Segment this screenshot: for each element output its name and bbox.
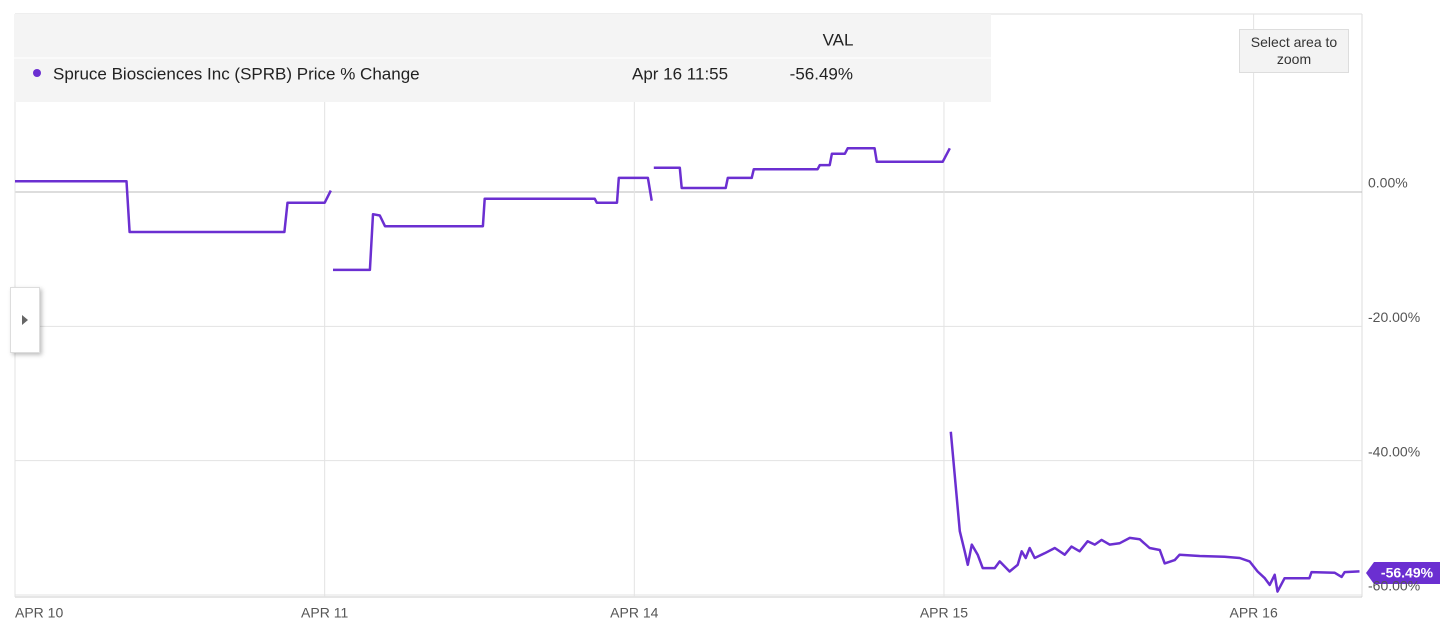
last-value-label: -56.49% bbox=[1381, 565, 1434, 581]
y-tick-label: 0.00% bbox=[1368, 175, 1408, 191]
legend-name: Spruce Biosciences Inc (SPRB) Price % Ch… bbox=[53, 64, 420, 83]
series-line bbox=[949, 431, 1360, 593]
x-tick-label: APR 10 bbox=[15, 605, 63, 621]
legend-value: -56.49% bbox=[790, 64, 853, 83]
x-tick-label: APR 15 bbox=[920, 605, 968, 621]
x-tick-label: APR 16 bbox=[1229, 605, 1277, 621]
y-tick-label: -60.00% bbox=[1368, 578, 1420, 594]
x-tick-label: APR 11 bbox=[301, 605, 348, 621]
x-tick-label: APR 14 bbox=[610, 605, 658, 621]
series-line bbox=[333, 176, 653, 272]
last-value-flag bbox=[1366, 562, 1440, 584]
legend-header: VAL bbox=[823, 30, 854, 49]
toggle-icon bbox=[22, 315, 28, 325]
sidebar-toggle[interactable] bbox=[10, 287, 40, 353]
series-line bbox=[653, 147, 951, 190]
legend-time: Apr 16 11:55 bbox=[632, 64, 728, 83]
legend-dot bbox=[33, 69, 41, 77]
zoom-button[interactable]: Select area to zoom bbox=[1239, 29, 1349, 73]
y-tick-label: -20.00% bbox=[1368, 309, 1420, 325]
series-line bbox=[15, 179, 332, 234]
y-tick-label: -40.00% bbox=[1368, 443, 1420, 459]
